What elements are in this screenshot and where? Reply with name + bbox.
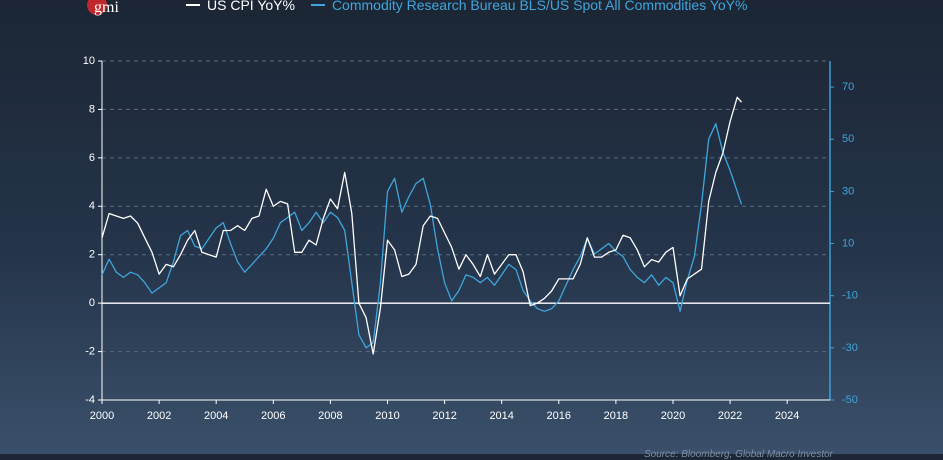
x-tick-label: 2008 bbox=[318, 410, 342, 422]
series-line-cpi bbox=[101, 96, 742, 355]
legend-swatch-commodities bbox=[310, 4, 325, 6]
x-tick-label: 2016 bbox=[547, 410, 571, 422]
x-tick-label: 2002 bbox=[147, 410, 171, 422]
y-right-tick-label: -50 bbox=[842, 394, 858, 406]
gmi-logo-text: gmi bbox=[94, 0, 119, 16]
y-left-tick-label: 10 bbox=[83, 55, 95, 67]
x-tick-label: 2000 bbox=[90, 410, 114, 422]
x-tick-label: 2004 bbox=[204, 410, 228, 422]
y-left-tick-label: 4 bbox=[89, 200, 95, 212]
y-left-tick-label: 8 bbox=[89, 103, 95, 115]
x-tick-label: 2010 bbox=[375, 410, 399, 422]
y-right-tick-label: 30 bbox=[842, 185, 854, 197]
series-line-commodities bbox=[101, 122, 743, 349]
y-left-tick-label: 2 bbox=[89, 249, 95, 261]
y-left-tick-label: -4 bbox=[85, 394, 95, 406]
x-tick-label: 2024 bbox=[775, 410, 799, 422]
source-note: Source: Bloomberg, Global Macro Investor bbox=[644, 449, 833, 460]
gmi-logo: gmi bbox=[87, 0, 119, 16]
y-right-tick-label: 70 bbox=[842, 81, 854, 93]
legend-item-commodities: Commodity Research Bureau BLS/US Spot Al… bbox=[310, 0, 748, 13]
y-left-tick-label: 0 bbox=[89, 297, 95, 309]
y-right-tick-label: -30 bbox=[842, 342, 858, 354]
x-tick-label: 2014 bbox=[489, 410, 513, 422]
x-tick-label: 2022 bbox=[718, 410, 742, 422]
gmi-logo-circle bbox=[87, 0, 107, 15]
y-left-tick-label: -2 bbox=[85, 345, 95, 357]
y-left-tick-label: 6 bbox=[89, 152, 95, 164]
x-tick-label: 2020 bbox=[661, 410, 685, 422]
legend-item-cpi: US CPI YoY% bbox=[186, 0, 295, 13]
legend-label-commodities: Commodity Research Bureau BLS/US Spot Al… bbox=[331, 0, 748, 13]
y-right-tick-label: 50 bbox=[842, 133, 854, 145]
x-tick-label: 2012 bbox=[432, 410, 456, 422]
y-right-tick-label: 10 bbox=[842, 237, 854, 249]
y-right-tick-label: -10 bbox=[842, 290, 858, 302]
legend-label-cpi: US CPI YoY% bbox=[207, 0, 295, 13]
legend-swatch-cpi bbox=[186, 4, 200, 6]
x-tick-label: 2018 bbox=[604, 410, 628, 422]
chart-legend: US CPI YoY% Commodity Research Bureau BL… bbox=[186, 0, 763, 14]
x-tick-label: 2006 bbox=[261, 410, 285, 422]
